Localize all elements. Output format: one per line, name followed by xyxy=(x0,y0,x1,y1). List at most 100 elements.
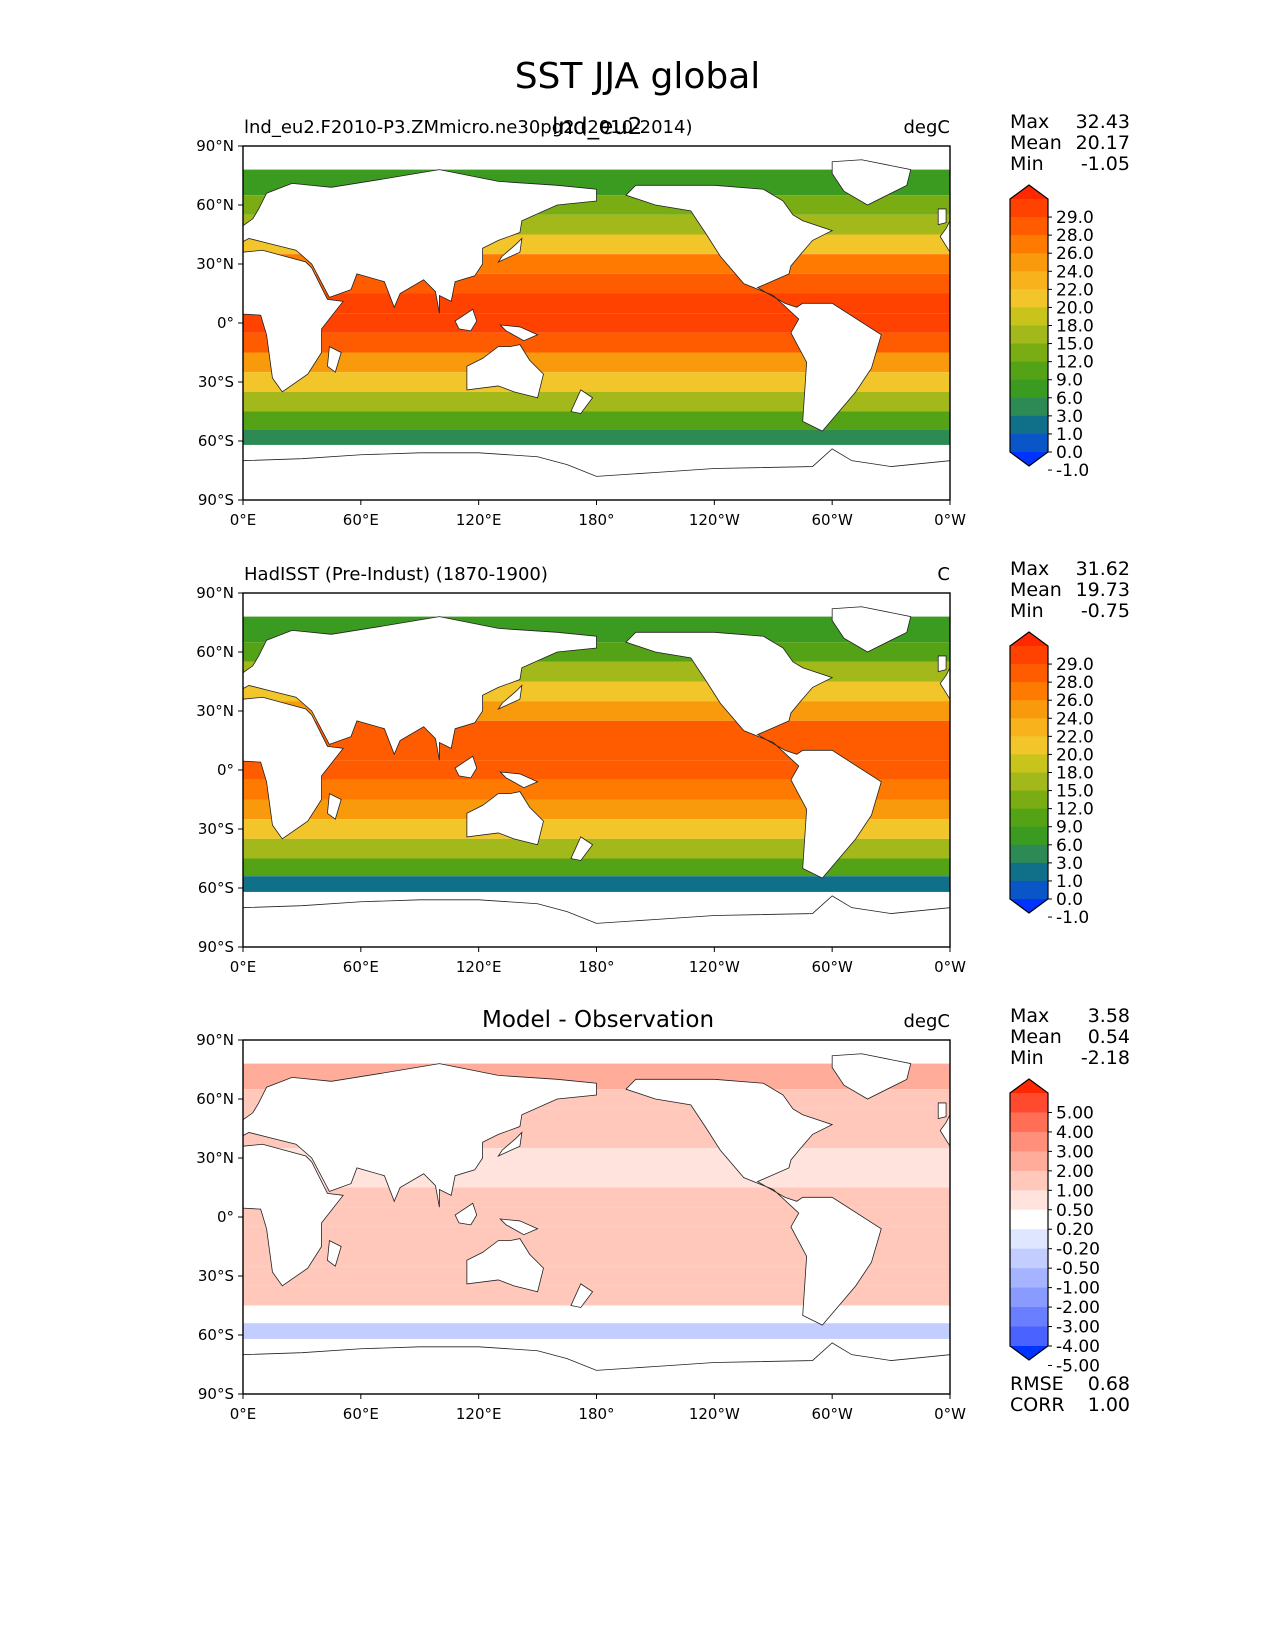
colorbar-tick-label: 18.0 xyxy=(1056,764,1094,784)
landmass xyxy=(937,208,947,226)
landmass xyxy=(466,791,544,846)
colorbar-tick-label: -1.00 xyxy=(1056,1279,1100,1299)
y-tick-label: 60°N xyxy=(196,196,234,214)
colorbar-tick-label: 26.0 xyxy=(1056,691,1094,711)
field-band xyxy=(243,372,950,392)
panel-3-title: Model - Observation xyxy=(482,1007,715,1033)
colorbar-extend-bottom xyxy=(1010,1346,1048,1360)
landmass xyxy=(243,169,597,314)
colorbar-bin xyxy=(1010,361,1048,381)
field-band xyxy=(243,411,950,430)
colorbar-tick-label: -0.50 xyxy=(1056,1259,1100,1279)
landmass xyxy=(937,655,947,673)
colorbar-bin xyxy=(1010,718,1048,737)
y-tick-label: 90°S xyxy=(198,938,234,956)
colorbar-bin xyxy=(1010,700,1048,719)
landmass xyxy=(831,606,912,653)
colorbar-tick-label: -1.0 xyxy=(1056,908,1089,928)
colorbar-tick-label: 1.0 xyxy=(1056,425,1083,445)
landmass xyxy=(625,1078,882,1326)
landmass xyxy=(243,448,950,500)
y-tick-label: 60°S xyxy=(198,432,234,450)
colorbar-bin xyxy=(1010,379,1048,399)
colorbar-bin xyxy=(1010,790,1048,810)
colorbar-tick-label: -1.0 xyxy=(1056,461,1089,481)
colorbar-bin xyxy=(1010,325,1048,345)
landmass xyxy=(454,755,478,779)
panel-3-stat-mean-value: 0.54 xyxy=(1087,1026,1130,1048)
colorbar-tick-label: 0.0 xyxy=(1056,443,1083,463)
panel-1-map: 0°E 60°E 120°E 180° 120°W 60°W 0°W 90°N 60°N 30°N… xyxy=(196,137,966,529)
colorbar-extend-bottom xyxy=(1010,452,1048,466)
colorbar-bin xyxy=(1010,235,1048,254)
field-band xyxy=(243,1187,950,1208)
colorbar-tick-label: 22.0 xyxy=(1056,280,1094,300)
y-tick-label: 90°S xyxy=(198,491,234,509)
y-tick-label: 90°S xyxy=(198,1385,234,1403)
landmass xyxy=(497,237,523,263)
colorbar-tick-label: 6.0 xyxy=(1056,389,1083,409)
field-band xyxy=(243,429,950,445)
landmass xyxy=(243,249,344,393)
x-tick-label: 0°E xyxy=(230,1405,257,1423)
colorbar-tick-label: 28.0 xyxy=(1056,226,1094,246)
y-tick-label: 90°N xyxy=(196,1031,234,1049)
colorbar-bin xyxy=(1010,1112,1048,1133)
field-band xyxy=(243,760,950,780)
panel-3-rmse-value: 0.68 xyxy=(1087,1373,1130,1395)
colorbar-bin xyxy=(1010,271,1048,290)
panel-2-stat-max-label: Max xyxy=(1010,558,1050,580)
colorbar-extend-top xyxy=(1010,632,1048,646)
landmass xyxy=(499,771,539,789)
colorbar-bin xyxy=(1010,307,1048,326)
colorbar-tick-label: -3.00 xyxy=(1056,1318,1100,1338)
panel-2-stat-min-label: Min xyxy=(1010,600,1044,622)
x-tick-label: 60°E xyxy=(343,1405,379,1423)
x-tick-label: 60°W xyxy=(811,511,853,529)
landmass xyxy=(570,1283,594,1308)
x-tick-label: 60°E xyxy=(343,958,379,976)
colorbar-tick-label: 26.0 xyxy=(1056,244,1094,264)
landmass xyxy=(625,631,882,879)
y-tick-label: 30°S xyxy=(198,1267,234,1285)
colorbar-bin xyxy=(1010,1093,1048,1113)
colorbar-tick-label: 1.00 xyxy=(1056,1181,1094,1201)
panel-3-stat-max-label: Max xyxy=(1010,1005,1050,1027)
colorbar-bin xyxy=(1010,1287,1048,1308)
colorbar-extend-top xyxy=(1010,1079,1048,1093)
colorbar-bin xyxy=(1010,253,1048,272)
colorbar-bin xyxy=(1010,1170,1048,1191)
colorbar-tick-label: 18.0 xyxy=(1056,317,1094,337)
panel-1-units: degC xyxy=(903,117,951,138)
landmass xyxy=(570,836,594,861)
colorbar-bin xyxy=(1010,1131,1048,1152)
x-tick-label: 180° xyxy=(578,511,614,529)
landmass xyxy=(939,667,950,700)
landmass xyxy=(831,1053,912,1100)
field-band xyxy=(243,779,950,800)
landmass xyxy=(625,184,882,432)
colorbar-bin xyxy=(1010,682,1048,701)
colorbar-tick-label: -2.00 xyxy=(1056,1298,1100,1318)
y-tick-label: 90°N xyxy=(196,137,234,155)
panel-2-stat-min-value: -0.75 xyxy=(1080,600,1130,622)
field-band xyxy=(243,740,950,761)
landmass xyxy=(939,1114,950,1147)
colorbar-tick-label: 9.0 xyxy=(1056,371,1083,391)
y-tick-label: 30°S xyxy=(198,373,234,391)
colorbar-bin xyxy=(1010,217,1048,236)
panel-1-stat-min-value: -1.05 xyxy=(1080,153,1130,175)
landmass xyxy=(243,696,344,840)
x-tick-label: 120°W xyxy=(689,511,740,529)
colorbar-bin xyxy=(1010,1268,1048,1289)
field-band xyxy=(243,293,950,314)
colorbar-bin xyxy=(1010,1151,1048,1172)
y-tick-label: 60°S xyxy=(198,1326,234,1344)
colorbar-tick-label: 9.0 xyxy=(1056,818,1083,838)
panel-1-colorbar: 29.028.026.024.022.020.018.015.012.09.06… xyxy=(1009,184,1094,481)
field-band xyxy=(243,1323,950,1339)
y-tick-label: 30°N xyxy=(196,702,234,720)
colorbar-tick-label: 15.0 xyxy=(1056,335,1094,355)
landmass xyxy=(499,324,539,342)
colorbar-tick-label: -5.00 xyxy=(1056,1356,1100,1376)
